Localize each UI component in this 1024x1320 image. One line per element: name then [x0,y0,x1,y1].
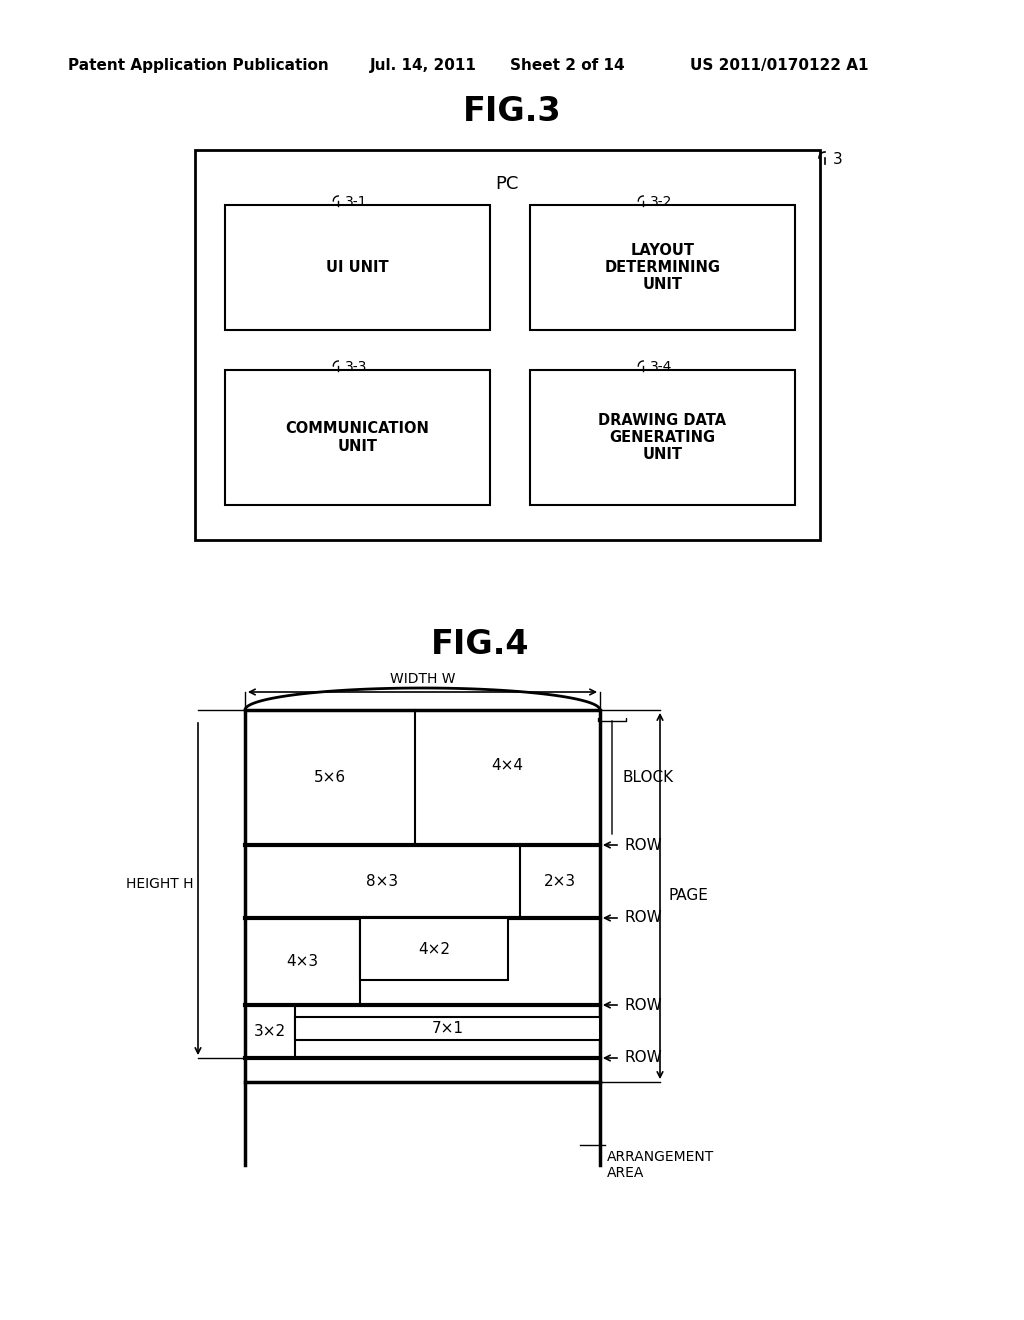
Text: 5×6: 5×6 [314,770,346,785]
Bar [225,370,490,506]
Text: DRAWING DATA
GENERATING
UNIT: DRAWING DATA GENERATING UNIT [598,413,727,462]
Text: ARRANGEMENT
AREA: ARRANGEMENT AREA [607,1150,715,1180]
Text: ROW: ROW [624,1051,662,1065]
Text: 3-3: 3-3 [345,360,368,374]
Text: FIG.4: FIG.4 [431,628,529,661]
Text: 3×2: 3×2 [254,1024,286,1039]
Bar [225,205,490,330]
Bar [295,1016,600,1040]
Text: Sheet 2 of 14: Sheet 2 of 14 [510,58,625,73]
Text: 3-1: 3-1 [345,195,368,209]
Text: Jul. 14, 2011: Jul. 14, 2011 [370,58,477,73]
Text: 2×3: 2×3 [544,874,577,888]
Text: Patent Application Publication: Patent Application Publication [68,58,329,73]
Text: UI UNIT: UI UNIT [327,260,389,275]
Text: FIG.3: FIG.3 [463,95,561,128]
Text: 8×3: 8×3 [367,874,398,888]
Text: 3-2: 3-2 [650,195,673,209]
Bar [245,710,600,1082]
Text: PC: PC [496,176,519,193]
Text: ROW: ROW [624,998,662,1012]
Text: ROW: ROW [624,837,662,853]
Bar [195,150,820,540]
Text: ROW: ROW [624,911,662,925]
Text: 4×3: 4×3 [287,954,318,969]
Text: US 2011/0170122 A1: US 2011/0170122 A1 [690,58,868,73]
Text: 3: 3 [833,153,843,168]
Bar [530,370,795,506]
Text: 4×2: 4×2 [418,941,450,957]
Text: WIDTH W: WIDTH W [390,672,456,686]
Text: 4×4: 4×4 [492,758,523,774]
Bar [360,917,508,979]
Text: 3-4: 3-4 [650,360,673,374]
Text: 7×1: 7×1 [431,1020,464,1036]
Text: BLOCK: BLOCK [622,770,673,785]
Text: LAYOUT
DETERMINING
UNIT: LAYOUT DETERMINING UNIT [604,243,721,293]
Bar [530,205,795,330]
Text: HEIGHT H: HEIGHT H [127,876,194,891]
Text: COMMUNICATION
UNIT: COMMUNICATION UNIT [286,421,429,454]
Text: PAGE: PAGE [668,888,708,903]
